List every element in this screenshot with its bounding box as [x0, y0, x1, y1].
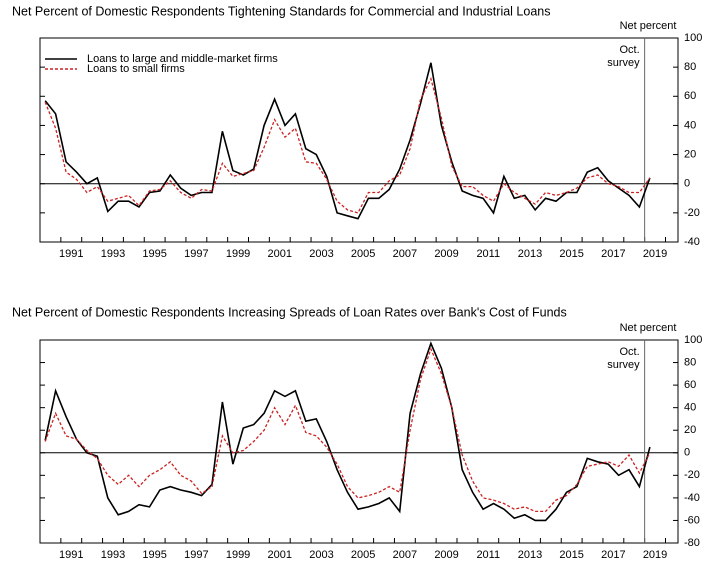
- x-tick-label: 2017: [601, 549, 625, 561]
- y-tick-label: -40: [684, 236, 700, 248]
- x-tick-label: 2011: [476, 549, 500, 561]
- x-tick-label: 1997: [184, 248, 208, 260]
- chart-title: Net Percent of Domestic Respondents Tigh…: [12, 4, 550, 18]
- x-tick-label: 2007: [393, 248, 417, 260]
- y-tick-label: 80: [684, 356, 696, 368]
- x-tick-label: 1991: [59, 549, 83, 561]
- legend-label: Loans to small firms: [87, 63, 185, 75]
- x-tick-label: 2005: [351, 248, 375, 260]
- x-tick-label: 1995: [142, 549, 166, 561]
- x-tick-label: 2019: [643, 248, 667, 260]
- survey-label: Oct.: [619, 346, 639, 358]
- chart: Net Percent of Domestic Respondents Tigh…: [12, 4, 702, 260]
- plot-frame: [39, 339, 679, 544]
- y-tick-label: -80: [684, 537, 700, 549]
- x-tick-label: 2019: [643, 549, 667, 561]
- survey-label: survey: [607, 359, 640, 371]
- x-tick-label: 1999: [226, 248, 250, 260]
- chart: Net Percent of Domestic Respondents Incr…: [12, 305, 702, 561]
- x-tick-label: 2003: [309, 549, 333, 561]
- x-tick-label: 2013: [518, 248, 542, 260]
- y-tick-label: -20: [684, 469, 700, 481]
- x-tick-label: 2009: [434, 549, 458, 561]
- series-line: [44, 62, 651, 220]
- y-tick-label: -20: [684, 207, 700, 219]
- y-tick-label: 60: [684, 379, 696, 391]
- x-tick-label: 2015: [559, 248, 583, 260]
- y-tick-label: 60: [684, 90, 696, 102]
- x-tick-label: 1993: [101, 248, 125, 260]
- x-tick-label: 1991: [59, 248, 83, 260]
- x-tick-label: 1999: [226, 549, 250, 561]
- y-tick-label: 40: [684, 119, 696, 131]
- x-tick-label: 2015: [559, 549, 583, 561]
- survey-label: Oct.: [619, 44, 639, 56]
- x-tick-label: 2001: [268, 549, 292, 561]
- y-tick-label: 20: [684, 424, 696, 436]
- x-tick-label: 2013: [518, 549, 542, 561]
- series-line: [44, 76, 651, 214]
- y-tick-label: 80: [684, 61, 696, 73]
- series-line: [44, 347, 651, 513]
- y-axis-label: Net percent: [620, 322, 677, 334]
- x-tick-label: 1993: [101, 549, 125, 561]
- x-tick-label: 2007: [393, 549, 417, 561]
- x-tick-label: 2017: [601, 248, 625, 260]
- survey-label: survey: [607, 57, 640, 69]
- y-tick-label: 0: [684, 447, 690, 459]
- y-tick-label: 100: [684, 32, 702, 44]
- y-tick-label: 100: [684, 334, 702, 346]
- y-tick-label: 0: [684, 178, 690, 190]
- plot-frame: [39, 37, 679, 243]
- x-tick-label: 2009: [434, 248, 458, 260]
- y-tick-label: 40: [684, 402, 696, 414]
- series-line: [44, 341, 651, 522]
- x-tick-label: 2003: [309, 248, 333, 260]
- x-tick-label: 2001: [268, 248, 292, 260]
- y-tick-label: -40: [684, 492, 700, 504]
- x-tick-label: 2005: [351, 549, 375, 561]
- y-axis-label: Net percent: [620, 20, 677, 32]
- y-tick-label: 20: [684, 148, 696, 160]
- x-tick-label: 1995: [142, 248, 166, 260]
- chart-title: Net Percent of Domestic Respondents Incr…: [12, 305, 567, 319]
- y-tick-label: -60: [684, 514, 700, 526]
- legend-label: Loans to large and middle-market firms: [87, 53, 278, 65]
- x-tick-label: 1997: [184, 549, 208, 561]
- x-tick-label: 2011: [476, 248, 500, 260]
